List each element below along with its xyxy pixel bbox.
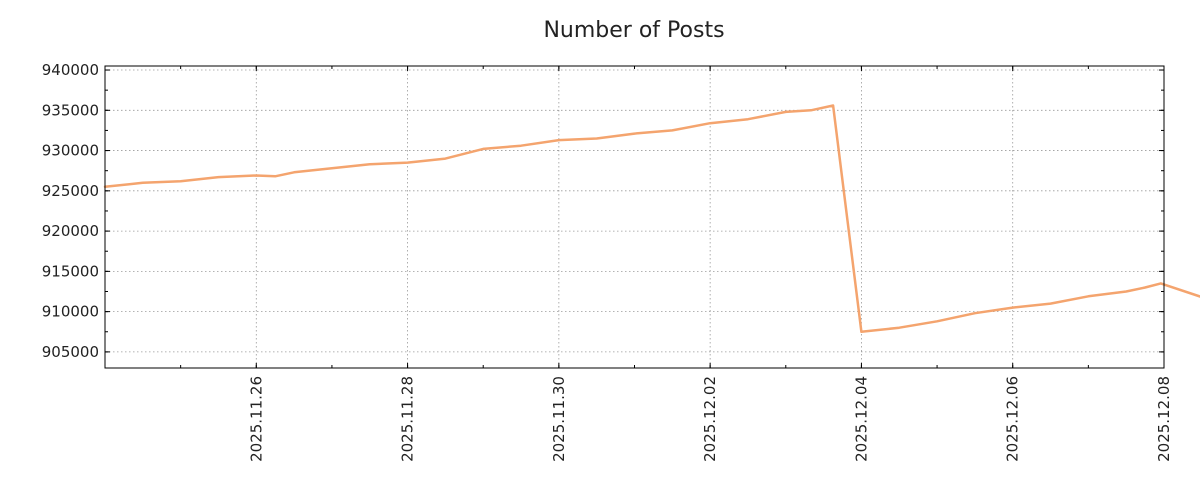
x-tick-label: 2025.11.26 — [247, 376, 265, 462]
x-tick-label: 2025.11.30 — [550, 376, 568, 462]
x-tick-label: 2025.12.02 — [701, 376, 719, 462]
grid-lines — [105, 66, 1165, 368]
y-tick-label: 935000 — [42, 101, 99, 119]
x-tick-label: 2025.12.08 — [1155, 376, 1173, 462]
x-tick-labels: 2025.11.26 2025.11.28 2025.11.30 2025.12.02… — [247, 376, 1173, 462]
series-group — [103, 104, 1200, 334]
chart-title: Number of Posts — [543, 18, 724, 43]
y-tick-label: 920000 — [42, 222, 99, 240]
x-tick-label: 2025.11.28 — [399, 376, 417, 462]
y-tick-label: 910000 — [42, 303, 99, 321]
y-tick-labels: 905000 910000 915000 920000 925000 930000 9350… — [42, 61, 99, 361]
y-tick-label: 915000 — [42, 262, 99, 280]
x-tick-label: 2025.12.06 — [1004, 376, 1022, 462]
series-line — [103, 104, 1200, 334]
y-tick-label: 940000 — [42, 61, 99, 79]
y-tick-label: 925000 — [42, 182, 99, 200]
y-tick-label: 930000 — [42, 142, 99, 160]
axis-ticks — [104, 66, 1165, 368]
x-tick-label: 2025.12.04 — [852, 376, 870, 462]
y-tick-label: 905000 — [42, 343, 99, 361]
plot-frame — [104, 65, 1165, 369]
